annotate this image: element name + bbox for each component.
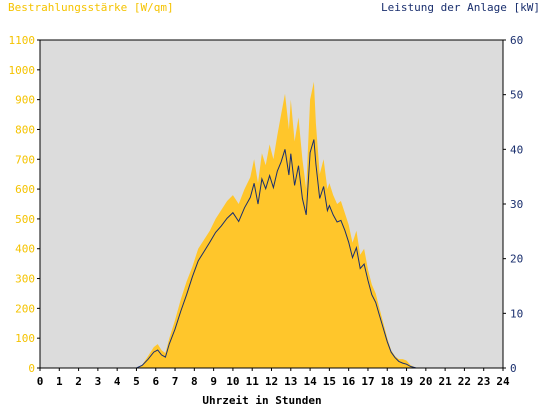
right-tick-label: 60 xyxy=(510,34,523,47)
x-tick-label: 24 xyxy=(496,375,510,388)
left-tick-label: 700 xyxy=(15,153,35,166)
left-tick-label: 800 xyxy=(15,123,35,136)
left-tick-label: 300 xyxy=(15,273,35,286)
x-tick-label: 0 xyxy=(37,375,44,388)
series-layer xyxy=(40,81,503,369)
left-tick-label: 600 xyxy=(15,183,35,196)
right-tick-label: 10 xyxy=(510,307,523,320)
x-tick-label: 20 xyxy=(419,375,432,388)
x-tick-label: 6 xyxy=(152,375,159,388)
x-tick-label: 23 xyxy=(477,375,490,388)
x-tick-label: 7 xyxy=(172,375,179,388)
left-tick-label: 200 xyxy=(15,302,35,315)
left-tick-label: 1000 xyxy=(9,64,36,77)
left-tick-label: 400 xyxy=(15,243,35,256)
left-tick-label: 500 xyxy=(15,213,35,226)
x-tick-label: 16 xyxy=(342,375,356,388)
ticks-layer: 0100200300400500600700800900100011000102… xyxy=(9,34,524,388)
x-tick-label: 10 xyxy=(226,375,239,388)
x-tick-label: 4 xyxy=(114,375,121,388)
x-tick-label: 15 xyxy=(323,375,336,388)
left-axis-title: Bestrahlungsstärke [W/qm] xyxy=(8,1,174,14)
x-axis-label: Uhrzeit in Stunden xyxy=(202,394,321,407)
right-tick-label: 40 xyxy=(510,143,523,156)
x-tick-label: 8 xyxy=(191,375,198,388)
x-tick-label: 12 xyxy=(265,375,278,388)
x-tick-label: 1 xyxy=(56,375,63,388)
x-tick-label: 18 xyxy=(381,375,394,388)
x-tick-label: 13 xyxy=(284,375,297,388)
x-tick-label: 21 xyxy=(439,375,453,388)
power-line xyxy=(40,139,503,369)
left-tick-label: 100 xyxy=(15,332,35,345)
x-tick-label: 9 xyxy=(210,375,217,388)
right-tick-label: 0 xyxy=(510,362,517,375)
left-tick-label: 1100 xyxy=(9,34,36,47)
x-tick-label: 2 xyxy=(75,375,82,388)
right-tick-label: 50 xyxy=(510,89,523,102)
right-axis-title: Leistung der Anlage [kW] xyxy=(381,1,540,14)
right-tick-label: 30 xyxy=(510,198,523,211)
left-tick-label: 900 xyxy=(15,94,35,107)
x-tick-label: 3 xyxy=(95,375,102,388)
left-tick-label: 0 xyxy=(28,362,35,375)
x-tick-label: 17 xyxy=(361,375,374,388)
x-tick-label: 19 xyxy=(400,375,413,388)
x-tick-label: 22 xyxy=(458,375,471,388)
x-tick-label: 11 xyxy=(246,375,260,388)
irradiance-area xyxy=(40,81,503,368)
x-tick-label: 14 xyxy=(303,375,317,388)
right-tick-label: 20 xyxy=(510,253,523,266)
x-tick-label: 5 xyxy=(133,375,140,388)
